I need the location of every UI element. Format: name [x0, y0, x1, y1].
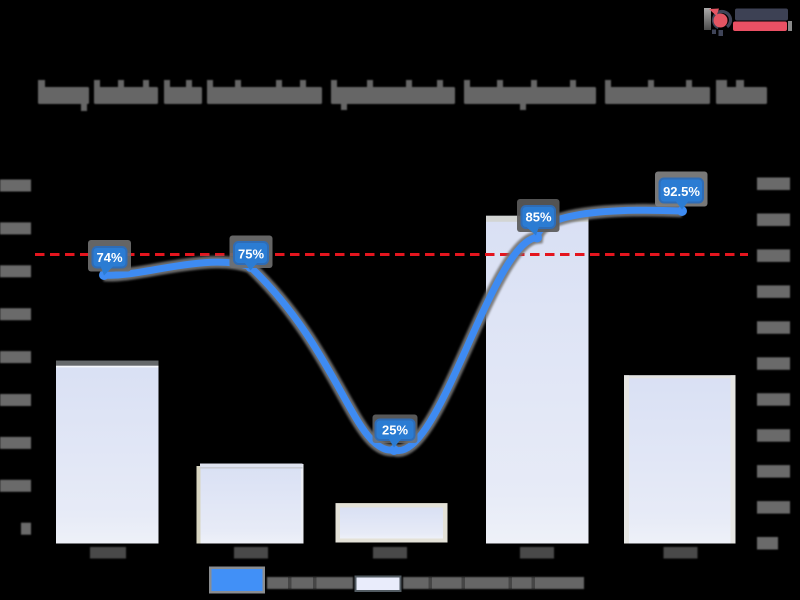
svg-text:85%: 85% — [525, 210, 551, 225]
svg-text:74%: 74% — [96, 250, 122, 265]
svg-text:92.5%: 92.5% — [663, 184, 700, 199]
svg-text:25%: 25% — [382, 423, 408, 438]
svg-text:75%: 75% — [238, 247, 264, 262]
